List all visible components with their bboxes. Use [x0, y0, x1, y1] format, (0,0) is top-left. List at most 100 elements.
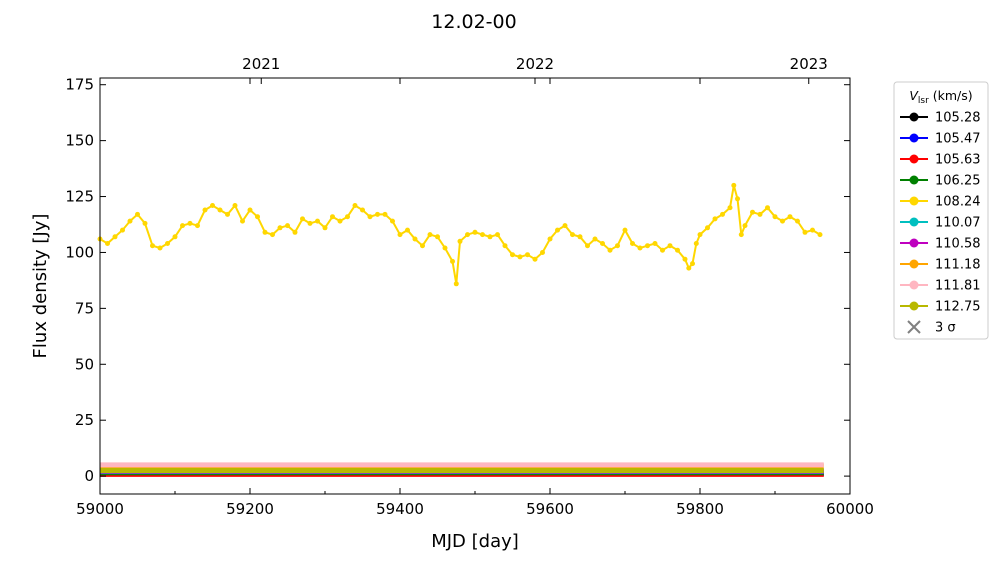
legend-title-rest: (km/s) [929, 88, 973, 103]
legend-title-main: V [909, 88, 919, 103]
data-point-108.24 [697, 232, 703, 238]
top-tick-label: 2023 [790, 55, 828, 73]
top-axis-ticks: 2021 2022 2023 [242, 55, 828, 84]
data-point-108.24 [667, 243, 673, 249]
legend-label: 108.24 [935, 195, 981, 210]
data-point-108.24 [150, 243, 155, 249]
data-point-108.24 [360, 207, 365, 213]
data-point-108.24 [802, 229, 808, 235]
top-tick-label: 2021 [242, 55, 280, 73]
data-point-108.24 [165, 241, 170, 246]
data-point-108.24 [682, 256, 688, 262]
data-point-108.24 [277, 225, 283, 231]
data-point-108.24 [472, 229, 478, 235]
y-axis-ticks: 0 25 50 75 100 125 150 175 [65, 76, 850, 485]
series-line-108.24 [99, 185, 821, 284]
data-point-108.24 [592, 236, 598, 242]
data-point-108.24 [240, 218, 245, 224]
y-tick-label: 25 [75, 411, 94, 429]
legend-label: 111.81 [935, 279, 981, 294]
data-point-108.24 [727, 205, 733, 211]
legend-swatch-marker [909, 301, 919, 311]
data-point-108.24 [540, 250, 545, 255]
data-point-108.24 [555, 227, 560, 233]
x-axis-ticks: 59000 59200 59400 59600 59800 60000 [76, 78, 874, 518]
data-point-108.24 [397, 232, 403, 238]
y-tick-label: 50 [75, 355, 94, 373]
data-point-108.24 [453, 281, 459, 287]
data-point-108.24 [457, 238, 463, 244]
data-point-108.24 [217, 207, 223, 213]
data-point-108.24 [367, 214, 373, 220]
data-point-108.24 [187, 220, 193, 226]
data-point-108.24 [345, 214, 350, 220]
legend-title-sub: lsr [918, 96, 929, 106]
sigma-marker-icon [907, 320, 921, 334]
data-point-108.24 [292, 229, 298, 235]
data-point-108.24 [127, 218, 133, 224]
legend-swatch-marker [909, 175, 919, 185]
data-point-108.24 [495, 232, 500, 238]
data-point-108.24 [660, 247, 665, 253]
data-point-108.24 [315, 218, 320, 224]
data-point-108.24 [607, 247, 613, 253]
y-tick-label: 175 [65, 76, 94, 94]
data-point-108.24 [247, 207, 253, 213]
x-tick-label: 59000 [76, 500, 124, 518]
legend-label: 111.18 [935, 258, 981, 273]
data-point-108.24 [480, 232, 485, 238]
x-tick-label: 59600 [526, 500, 574, 518]
data-point-108.24 [577, 234, 583, 240]
data-point-108.24 [750, 209, 755, 215]
data-point-108.24 [427, 232, 433, 238]
x-axis-label: MJD [day] [431, 531, 519, 552]
data-point-108.24 [562, 223, 568, 229]
data-point-108.24 [502, 243, 508, 249]
legend-swatch-marker [909, 217, 919, 227]
data-point-108.24 [585, 243, 590, 249]
x-tick-label: 59800 [676, 500, 724, 518]
data-point-108.24 [525, 252, 530, 258]
data-point-108.24 [180, 223, 185, 229]
data-point-108.24 [731, 182, 737, 188]
data-point-108.24 [810, 227, 815, 233]
data-point-108.24 [420, 243, 425, 249]
data-point-108.24 [742, 223, 748, 229]
data-point-108.24 [630, 241, 635, 246]
y-axis-label: Flux density [Jy] [30, 214, 51, 359]
data-point-108.24 [172, 234, 178, 240]
data-point-108.24 [772, 214, 778, 220]
data-point-108.24 [532, 256, 538, 262]
data-point-108.24 [450, 258, 455, 264]
legend-swatch-marker [909, 238, 919, 248]
x-tick-label: 59400 [376, 500, 424, 518]
y-tick-label: 0 [84, 467, 94, 485]
data-point-108.24 [686, 265, 692, 271]
legend-label: 112.75 [935, 300, 981, 315]
data-point-108.24 [693, 241, 699, 246]
data-point-108.24 [142, 220, 148, 226]
legend-label: 110.58 [935, 237, 981, 252]
legend-label: 106.25 [935, 174, 981, 189]
data-point-108.24 [307, 220, 313, 226]
data-point-108.24 [510, 252, 515, 258]
data-point-108.24 [135, 211, 140, 217]
legend-swatch-marker [909, 196, 919, 206]
data-point-108.24 [202, 207, 208, 213]
data-point-108.24 [675, 247, 680, 253]
data-point-108.24 [720, 211, 725, 217]
data-point-108.24 [705, 225, 710, 231]
data-point-108.24 [787, 214, 793, 220]
data-point-108.24 [738, 232, 744, 238]
data-point-108.24 [112, 234, 118, 240]
data-point-108.24 [465, 232, 470, 238]
data-point-108.24 [255, 214, 260, 220]
y-tick-label: 100 [65, 243, 94, 261]
series-points [97, 182, 823, 287]
legend: Vlsr (km/s) 105.28 105.47 105.63 106.25 108.… [893, 81, 989, 340]
y-tick-label: 150 [65, 132, 94, 150]
y-tick-label: 125 [65, 188, 94, 206]
data-point-108.24 [442, 245, 448, 251]
legend-swatch-marker [909, 133, 919, 143]
data-point-108.24 [120, 227, 125, 233]
